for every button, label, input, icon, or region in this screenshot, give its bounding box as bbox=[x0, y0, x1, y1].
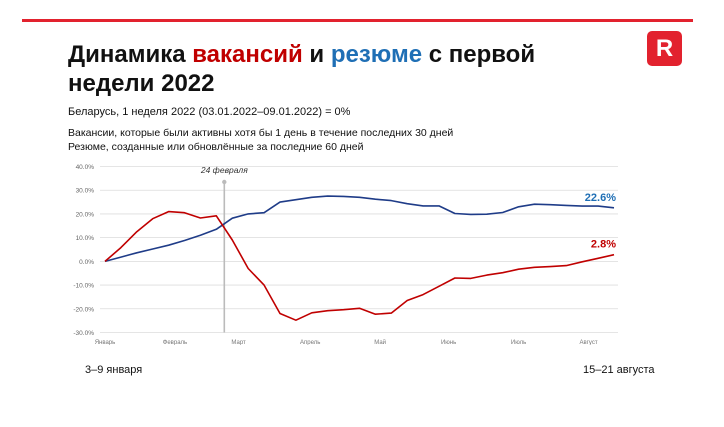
series-line-1 bbox=[104, 210, 615, 321]
logo-letter: R bbox=[655, 34, 674, 62]
title-part-5: с первой недели 2022 bbox=[68, 41, 536, 97]
y-tick-label: -20.0% bbox=[73, 306, 94, 313]
y-tick-label: 30.0% bbox=[76, 188, 95, 195]
y-tick-label: 10.0% bbox=[76, 235, 95, 242]
y-tick-label: 40.0% bbox=[76, 164, 95, 171]
title-part-resumes: резюме bbox=[330, 41, 423, 68]
x-tick-label: Август bbox=[580, 340, 598, 345]
series-layer bbox=[104, 195, 615, 321]
line-chart: -30.0% -20.0% -10.0% 0.0% 10.0% 20.0% 30.0% 40.… bbox=[73, 164, 618, 345]
series-end-label-1: 2.8% bbox=[591, 239, 616, 251]
event-label: 24 февраля bbox=[200, 165, 248, 175]
chart-subtitle: Беларусь, 1 неделя 2022 (03.01.2022–09.0… bbox=[68, 106, 351, 118]
page-title: Динамика вакансий и резюме с первой неде… bbox=[68, 40, 608, 98]
title-part-1: Динамика bbox=[68, 41, 193, 68]
top-rule bbox=[22, 19, 693, 22]
event-layer bbox=[222, 179, 227, 333]
end-week-label: 15–21 августа bbox=[583, 364, 655, 376]
label-layer: -30.0% -20.0% -10.0% 0.0% 10.0% 20.0% 30.0% 40.… bbox=[73, 164, 616, 345]
x-tick-label: Июль bbox=[511, 340, 526, 345]
x-tick-label: Январь bbox=[95, 340, 116, 345]
y-tick-label: -10.0% bbox=[73, 283, 94, 290]
event-dot bbox=[222, 179, 227, 185]
y-tick-label: 0.0% bbox=[79, 259, 94, 266]
note-resumes: Резюме, созданные или обновлённые за пос… bbox=[68, 141, 364, 153]
y-tick-label: -30.0% bbox=[73, 330, 94, 337]
y-tick-label: 20.0% bbox=[76, 211, 95, 218]
x-tick-label: Май bbox=[374, 339, 386, 345]
note-vacancies: Вакансии, которые были активны хотя бы 1… bbox=[68, 127, 454, 139]
x-tick-label: Июнь bbox=[441, 340, 456, 345]
title-part-3: и bbox=[302, 41, 331, 68]
series-end-label-0: 22.6% bbox=[585, 192, 616, 204]
x-tick-label: Февраль bbox=[163, 340, 187, 345]
x-tick-label: Март bbox=[231, 340, 246, 345]
start-week-label: 3–9 января bbox=[85, 364, 143, 376]
brand-logo: R bbox=[647, 31, 682, 66]
series-line-0 bbox=[104, 195, 615, 263]
title-part-vacancies: вакансий bbox=[192, 41, 303, 68]
x-tick-label: Апрель bbox=[300, 340, 320, 345]
